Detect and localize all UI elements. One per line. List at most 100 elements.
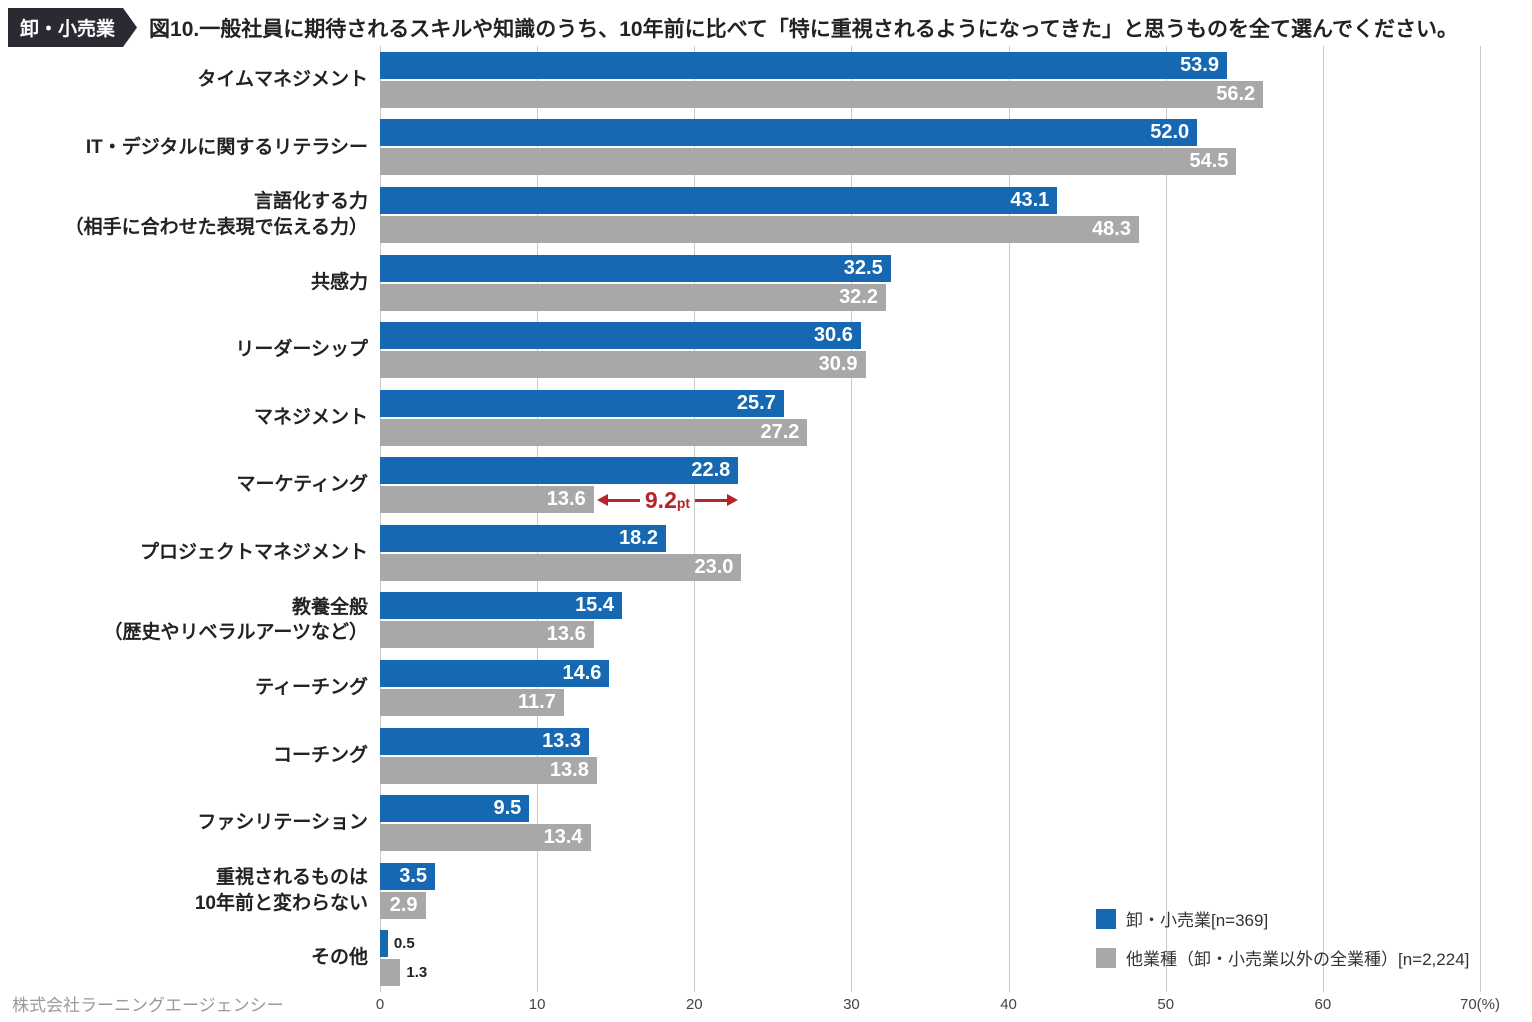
value-label: 13.3 bbox=[542, 729, 581, 752]
chart-header: 卸・小売業 図10.一般社員に期待されるスキルや知識のうち、10年前に比べて「特… bbox=[8, 8, 1458, 47]
value-label: 48.3 bbox=[1092, 217, 1131, 240]
chart-row: マネジメント 25.7 27.2 bbox=[0, 384, 1480, 452]
x-tick-label: 60 bbox=[1314, 996, 1332, 1013]
value-label: 30.6 bbox=[813, 324, 853, 347]
bar-other-industries bbox=[380, 959, 401, 987]
bar-group: 13.3 13.8 bbox=[380, 727, 1480, 784]
chart-row: ファシリテーション 9.5 13.4 bbox=[0, 789, 1480, 857]
category-label: 教養全般 （歴史やリベラルアーツなど） bbox=[103, 596, 368, 644]
company-credit: 株式会社ラーニングエージェンシー bbox=[12, 996, 284, 1015]
bar-other-industries: 27.2 bbox=[380, 418, 808, 446]
value-label: 13.6 bbox=[546, 488, 586, 511]
category-label: 言語化する力 （相手に合わせた表現で伝える力） bbox=[64, 191, 368, 238]
category-label: コーチング bbox=[272, 744, 368, 766]
category-label: タイムマネジメント bbox=[197, 68, 368, 90]
bar-other-industries: 13.4 bbox=[380, 824, 591, 852]
value-label: 25.7 bbox=[736, 391, 776, 414]
gridline bbox=[851, 46, 853, 992]
x-tick-label: 40 bbox=[1000, 996, 1017, 1013]
bar-group: 52.0 54.5 bbox=[380, 119, 1480, 176]
category-label: マネジメント bbox=[253, 406, 368, 428]
industry-badge: 卸・小売業 bbox=[8, 8, 137, 47]
x-tick-label: 50 bbox=[1157, 996, 1175, 1013]
arrow-line bbox=[695, 498, 728, 502]
x-tick-label: 30 bbox=[843, 996, 860, 1013]
chart-row: ティーチング 14.6 11.7 bbox=[0, 654, 1480, 722]
gridline bbox=[1165, 46, 1167, 992]
value-label: 3.5 bbox=[399, 864, 427, 887]
bar-rows: タイムマネジメント 53.9 56.2 IT・デジタルに関するリテラシー 52.0 54.… bbox=[0, 46, 1480, 992]
arrow-right-icon bbox=[727, 494, 739, 507]
legend-swatch bbox=[1096, 947, 1116, 968]
bar-group: 30.6 30.9 bbox=[380, 322, 1480, 379]
bar-group: 3.5 2.9 bbox=[380, 862, 1480, 919]
value-label: 43.1 bbox=[1010, 188, 1050, 211]
category-label: IT・デジタルに関するリテラシー bbox=[85, 136, 368, 158]
value-label: 32.5 bbox=[843, 256, 883, 279]
bar-group: 22.8 13.6 9.2pt bbox=[380, 457, 1480, 514]
gridline bbox=[1008, 46, 1010, 992]
value-label: 54.5 bbox=[1189, 150, 1229, 173]
bar-group: 9.5 13.4 bbox=[380, 795, 1480, 852]
category-label: マーケティング bbox=[236, 474, 368, 496]
legend-label: 他業種（卸・小売業以外の全業種）[n=2,224] bbox=[1126, 950, 1470, 969]
bar-wholesale-retail: 18.2 bbox=[380, 524, 666, 552]
bar-wholesale-retail: 25.7 bbox=[380, 389, 784, 417]
value-label: 30.9 bbox=[818, 353, 858, 376]
bar-wholesale-retail: 30.6 bbox=[380, 322, 861, 350]
chart-row: 重視されるものは 10年前と変わらない 3.5 2.9 bbox=[0, 857, 1480, 925]
value-label: 13.8 bbox=[549, 758, 589, 781]
bar-group: 18.2 23.0 bbox=[380, 524, 1480, 581]
gridline bbox=[1480, 46, 1481, 992]
value-label: 56.2 bbox=[1216, 82, 1256, 105]
bar-wholesale-retail: 15.4 bbox=[380, 592, 622, 620]
bar-group: 32.5 32.2 bbox=[380, 254, 1480, 311]
chart-row: マーケティング 22.8 13.6 9.2pt bbox=[0, 451, 1480, 519]
bar-wholesale-retail bbox=[380, 930, 388, 958]
bar-other-industries: 54.5 bbox=[380, 148, 1237, 176]
bar-wholesale-retail: 3.5 bbox=[380, 862, 435, 890]
bar-group: 0.5 1.3 bbox=[380, 930, 1480, 987]
bar-wholesale-retail: 52.0 bbox=[380, 119, 1198, 147]
x-tick-label: 20 bbox=[685, 996, 703, 1013]
bar-other-industries: 13.8 bbox=[380, 756, 597, 784]
bar-wholesale-retail: 53.9 bbox=[380, 51, 1227, 79]
chart-row: リーダーシップ 30.6 30.9 bbox=[0, 316, 1480, 384]
x-tick-label: 0 bbox=[375, 996, 385, 1013]
bar-wholesale-retail: 14.6 bbox=[380, 659, 610, 687]
chart-row: タイムマネジメント 53.9 56.2 bbox=[0, 46, 1480, 114]
gridline bbox=[694, 46, 696, 992]
bar-wholesale-retail: 43.1 bbox=[380, 186, 1058, 214]
arrow-line bbox=[607, 498, 640, 502]
value-label: 13.6 bbox=[546, 623, 586, 646]
category-label: リーダーシップ bbox=[235, 339, 368, 361]
legend-swatch bbox=[1096, 908, 1116, 929]
legend-item: 他業種（卸・小売業以外の全業種）[n=2,224] bbox=[1096, 945, 1469, 970]
bar-wholesale-retail: 9.5 bbox=[380, 795, 530, 823]
category-label: その他 bbox=[310, 947, 368, 969]
bar-group: 43.1 48.3 bbox=[380, 186, 1480, 243]
gridline bbox=[537, 46, 539, 992]
bar-other-industries: 56.2 bbox=[380, 80, 1264, 108]
plot-gridlines bbox=[380, 46, 1482, 992]
bar-other-industries: 32.2 bbox=[380, 283, 886, 311]
chart-row: その他 0.5 1.3 bbox=[0, 925, 1480, 993]
bar-other-industries: 13.6 bbox=[380, 486, 594, 514]
bar-group: 53.9 56.2 bbox=[380, 51, 1480, 108]
bar-group: 15.4 13.6 bbox=[380, 592, 1480, 649]
value-label: 9.5 bbox=[493, 797, 522, 820]
arrow-left-icon bbox=[596, 494, 608, 507]
chart-title: 図10.一般社員に期待されるスキルや知識のうち、10年前に比べて「特に重視される… bbox=[149, 17, 1458, 41]
bar-group: 14.6 11.7 bbox=[380, 659, 1480, 716]
value-label: 23.0 bbox=[694, 555, 734, 578]
bar-other-industries: 13.6 bbox=[380, 621, 594, 649]
chart-row: 言語化する力 （相手に合わせた表現で伝える力） 43.1 48.3 bbox=[0, 181, 1480, 249]
value-label: 27.2 bbox=[760, 420, 800, 443]
value-label: 0.5 bbox=[393, 935, 415, 953]
value-label: 22.8 bbox=[691, 459, 731, 482]
chart-row: プロジェクトマネジメント 18.2 23.0 bbox=[0, 519, 1480, 587]
chart-row: コーチング 13.3 13.8 bbox=[0, 722, 1480, 790]
gridline bbox=[1322, 46, 1324, 992]
legend-item: 卸・小売業[n=369] bbox=[1096, 906, 1469, 931]
